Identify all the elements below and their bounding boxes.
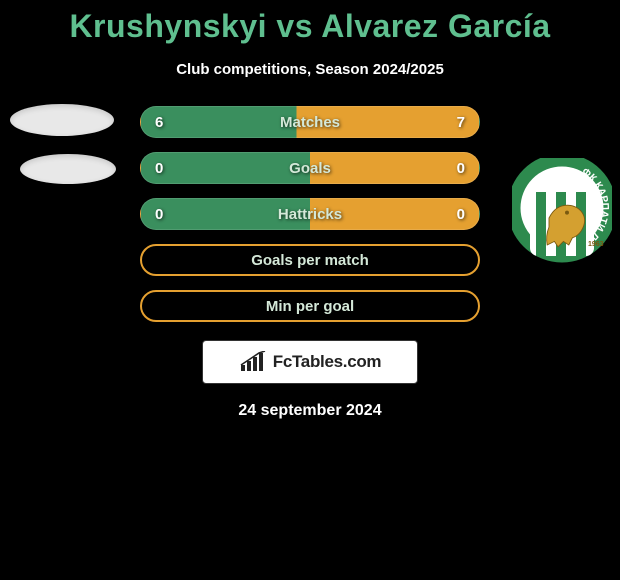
fctables-logo: FcTables.com [202, 340, 418, 384]
stat-left-value: 0 [155, 206, 163, 223]
stat-right-value: 0 [457, 206, 465, 223]
stat-bar-goals-per-match: Goals per match [140, 244, 480, 276]
stat-right-value: 0 [457, 160, 465, 177]
stat-bar-hattricks: 0 Hattricks 0 [140, 198, 480, 230]
karpaty-emblem: ФК КАРПАТИ ЛЬВІВ 1963 [512, 158, 612, 288]
footer-brand-text: FcTables.com [273, 352, 382, 372]
stat-bars: 6 Matches 7 0 Goals 0 0 Hattricks 0 Goal… [140, 106, 480, 322]
stat-label: Matches [280, 114, 340, 131]
comparison-panel: ФК КАРПАТИ ЛЬВІВ 1963 6 [0, 106, 620, 420]
footer-date: 24 september 2024 [0, 402, 620, 420]
right-club-emblem: ФК КАРПАТИ ЛЬВІВ 1963 [512, 158, 612, 288]
stat-left-value: 6 [155, 114, 163, 131]
stat-label: Min per goal [266, 298, 354, 315]
page-title: Krushynskyi vs Alvarez García [0, 0, 620, 45]
stat-bar-min-per-goal: Min per goal [140, 290, 480, 322]
bars-icon [239, 351, 267, 373]
emblem-year: 1963 [588, 241, 604, 248]
stat-left-value: 0 [155, 160, 163, 177]
club-badge-placeholder [20, 154, 116, 184]
stat-label: Hattricks [278, 206, 342, 223]
stat-label: Goals per match [251, 252, 369, 269]
stat-right-value: 7 [457, 114, 465, 131]
player-avatar-placeholder [10, 104, 114, 136]
subtitle: Club competitions, Season 2024/2025 [0, 61, 620, 78]
left-avatars [8, 104, 116, 184]
stat-bar-matches: 6 Matches 7 [140, 106, 480, 138]
stat-label: Goals [289, 160, 331, 177]
stat-bar-goals: 0 Goals 0 [140, 152, 480, 184]
